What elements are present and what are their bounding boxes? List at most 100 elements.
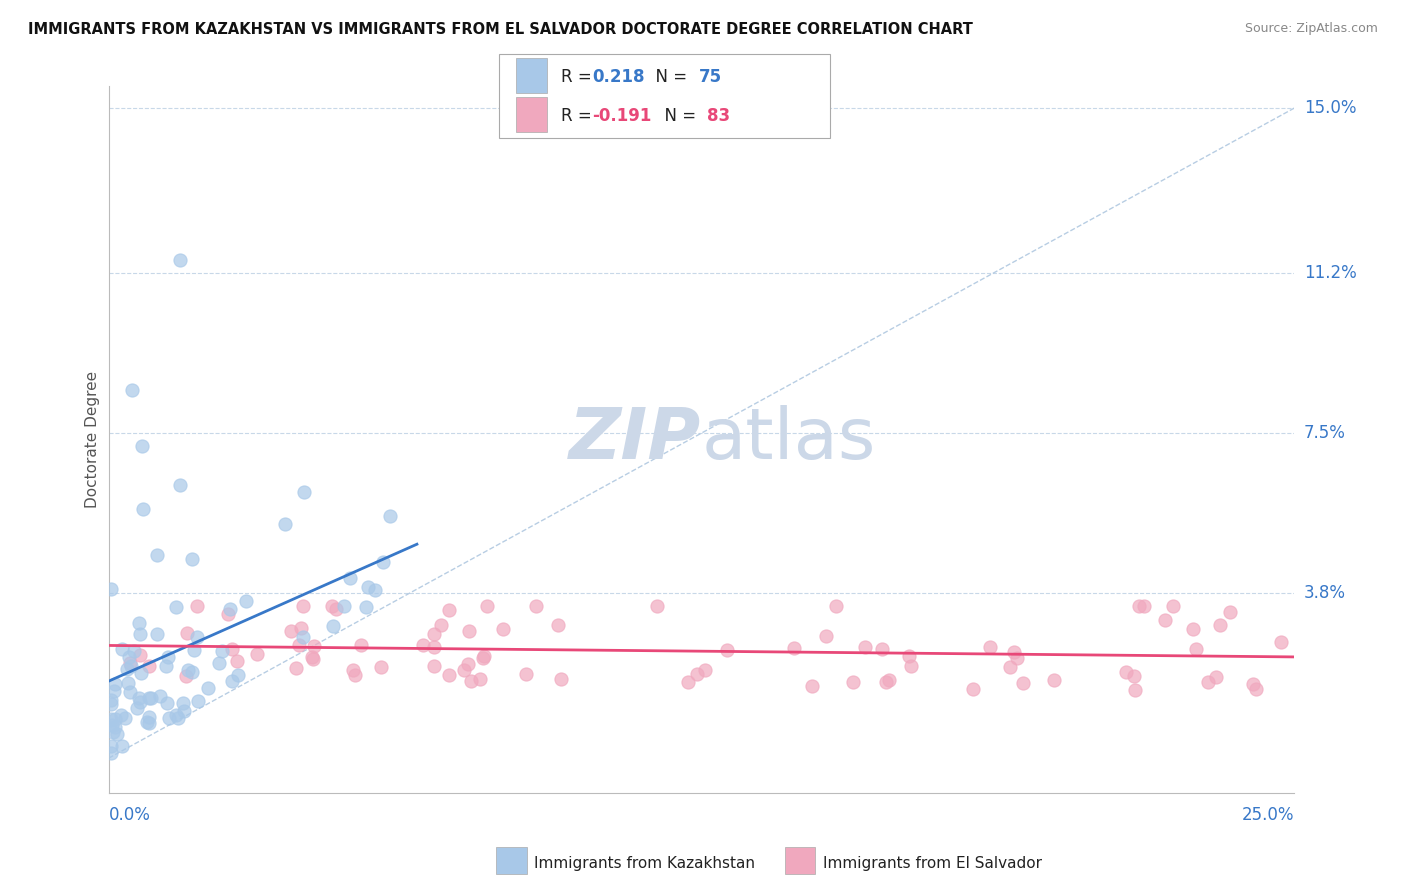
- Point: [128, 690, 150, 705]
- Point: [121, 383, 143, 397]
- Point: [429, 617, 451, 632]
- Point: [155, 659, 177, 673]
- Point: [104, 712, 127, 726]
- Point: [138, 659, 160, 673]
- Point: [100, 697, 122, 711]
- Point: [211, 643, 233, 657]
- Point: [1241, 677, 1264, 691]
- Point: [437, 603, 460, 617]
- Point: [292, 631, 315, 645]
- Point: [169, 478, 191, 492]
- Text: 25.0%: 25.0%: [1241, 805, 1295, 824]
- Point: [183, 642, 205, 657]
- Point: [645, 599, 668, 614]
- Point: [321, 599, 343, 614]
- Point: [141, 691, 163, 706]
- Point: [138, 716, 160, 731]
- Point: [120, 659, 142, 673]
- Point: [1219, 606, 1241, 620]
- Point: [129, 665, 152, 680]
- Point: [472, 648, 495, 663]
- Point: [197, 681, 219, 695]
- Point: [221, 641, 243, 656]
- Point: [129, 648, 152, 662]
- Point: [128, 616, 150, 631]
- Text: 3.8%: 3.8%: [1303, 584, 1346, 602]
- Text: -0.191: -0.191: [592, 107, 651, 125]
- Point: [149, 689, 172, 703]
- Text: N =: N =: [654, 107, 702, 125]
- Point: [1161, 599, 1184, 614]
- Text: R =: R =: [561, 69, 598, 87]
- Point: [274, 516, 297, 531]
- Point: [176, 669, 198, 683]
- Point: [870, 642, 893, 657]
- Point: [322, 619, 344, 633]
- Text: Source: ZipAtlas.com: Source: ZipAtlas.com: [1244, 22, 1378, 36]
- Point: [172, 697, 194, 711]
- Point: [208, 656, 231, 670]
- Point: [853, 640, 876, 655]
- Point: [302, 639, 325, 653]
- Point: [477, 599, 499, 614]
- Point: [291, 599, 314, 614]
- Point: [118, 656, 141, 670]
- Point: [457, 657, 479, 671]
- Point: [301, 652, 323, 666]
- Point: [357, 580, 380, 594]
- Text: 0.218: 0.218: [592, 69, 644, 87]
- Point: [1185, 642, 1208, 657]
- Point: [177, 663, 200, 677]
- Point: [221, 674, 243, 689]
- Point: [125, 701, 148, 715]
- Text: 75: 75: [699, 69, 721, 87]
- Point: [103, 677, 125, 691]
- Point: [284, 661, 307, 675]
- Point: [1154, 613, 1177, 627]
- Point: [156, 696, 179, 710]
- Text: IMMIGRANTS FROM KAZAKHSTAN VS IMMIGRANTS FROM EL SALVADOR DOCTORATE DEGREE CORRE: IMMIGRANTS FROM KAZAKHSTAN VS IMMIGRANTS…: [28, 22, 973, 37]
- Point: [173, 704, 195, 718]
- Point: [138, 709, 160, 723]
- Text: 0.0%: 0.0%: [108, 805, 150, 824]
- Point: [524, 599, 547, 614]
- Point: [470, 672, 492, 686]
- Point: [166, 711, 188, 725]
- Point: [1123, 683, 1146, 698]
- Point: [492, 623, 515, 637]
- Point: [280, 624, 302, 639]
- Point: [686, 667, 709, 681]
- Point: [412, 638, 434, 652]
- Point: [101, 718, 124, 732]
- Point: [136, 715, 159, 730]
- Point: [103, 683, 125, 698]
- Point: [547, 618, 569, 632]
- Point: [122, 644, 145, 658]
- Point: [373, 555, 395, 569]
- Point: [1128, 599, 1150, 614]
- Point: [100, 712, 122, 726]
- Point: [138, 691, 160, 706]
- Point: [1181, 622, 1204, 636]
- Point: [103, 725, 125, 739]
- Point: [157, 711, 180, 725]
- Text: atlas: atlas: [702, 405, 876, 475]
- Point: [288, 638, 311, 652]
- Point: [146, 548, 169, 562]
- Point: [378, 509, 401, 524]
- Point: [100, 739, 122, 753]
- Point: [186, 599, 208, 614]
- Point: [437, 668, 460, 682]
- Point: [129, 627, 152, 641]
- Point: [998, 660, 1021, 674]
- Point: [290, 622, 312, 636]
- Point: [1244, 681, 1267, 696]
- Point: [111, 642, 134, 657]
- Point: [815, 629, 838, 643]
- Point: [339, 571, 361, 585]
- Point: [105, 727, 128, 741]
- Point: [225, 654, 247, 668]
- Point: [897, 649, 920, 664]
- Point: [344, 668, 367, 682]
- Point: [176, 625, 198, 640]
